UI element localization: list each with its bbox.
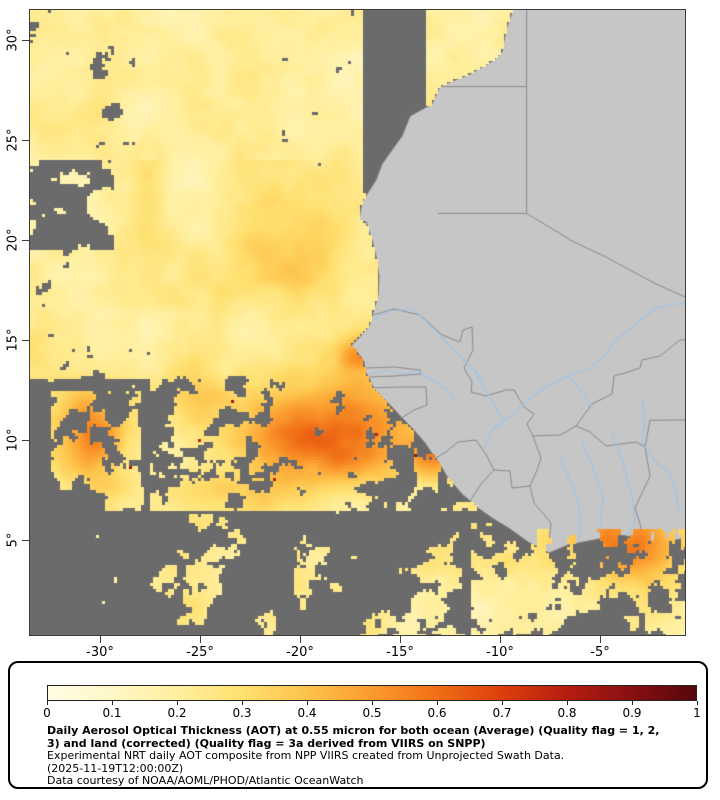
colorbar-tick-label: 0.6 xyxy=(427,706,447,720)
lon-tick xyxy=(300,636,301,643)
colorbar-tick xyxy=(372,701,373,705)
colorbar-tick xyxy=(567,701,568,705)
lon-tick xyxy=(200,636,201,643)
lat-tick xyxy=(22,440,29,441)
colorbar-tick-label: 0 xyxy=(43,706,51,720)
lat-tick-label: 5° xyxy=(5,532,21,548)
lon-tick-label: -10° xyxy=(486,645,514,660)
colorbar-tick xyxy=(112,701,113,705)
legend-line-courtesy: Data courtesy of NOAA/AOML/PHOD/Atlantic… xyxy=(47,774,364,787)
lat-tick xyxy=(22,40,29,41)
lon-tick xyxy=(100,636,101,643)
colorbar-tick-label: 0.9 xyxy=(622,706,642,720)
colorbar-tick xyxy=(437,701,438,705)
colorbar-tick-label: 0.4 xyxy=(297,706,317,720)
colorbar-tick xyxy=(632,701,633,705)
colorbar-tick xyxy=(242,701,243,705)
lat-tick-label: 20° xyxy=(5,228,21,252)
lon-tick-label: -25° xyxy=(186,645,214,660)
colorbar-tick xyxy=(177,701,178,705)
colorbar-tick-label: 1 xyxy=(693,706,701,720)
lon-tick-label: -5° xyxy=(590,645,610,660)
legend-line-experimental: Experimental NRT daily AOT composite fro… xyxy=(47,749,565,762)
lon-tick-label: -15° xyxy=(386,645,414,660)
colorbar-tick xyxy=(47,701,48,705)
lon-tick xyxy=(600,636,601,643)
lat-tick-label: 15° xyxy=(5,328,21,352)
lon-tick xyxy=(400,636,401,643)
lat-tick xyxy=(22,140,29,141)
lat-tick xyxy=(22,340,29,341)
colorbar-tick-label: 0.1 xyxy=(102,706,122,720)
lon-tick xyxy=(500,636,501,643)
legend-line-timestamp: (2025-11-19T12:00:00Z) xyxy=(47,761,184,775)
colorbar-tick xyxy=(307,701,308,705)
legend-title: Daily Aerosol Optical Thickness (AOT) at… xyxy=(47,724,660,750)
colorbar-tick-label: 0.5 xyxy=(362,706,382,720)
colorbar-tick-label: 0.3 xyxy=(232,706,252,720)
colorbar xyxy=(47,685,697,701)
legend-text: Daily Aerosol Optical Thickness (AOT) at… xyxy=(47,724,686,788)
colorbar-tick-label: 0.7 xyxy=(492,706,512,720)
map-frame xyxy=(29,9,686,636)
colorbar-tick xyxy=(697,701,698,705)
lon-tick-label: -30° xyxy=(86,645,114,660)
lat-tick xyxy=(22,240,29,241)
colorbar-tick xyxy=(502,701,503,705)
lat-tick-label: 30° xyxy=(5,28,21,52)
lat-tick-label: 25° xyxy=(5,128,21,152)
colorbar-tick-label: 0.8 xyxy=(557,706,577,720)
aot-map-canvas xyxy=(30,10,685,635)
colorbar-tick-label: 0.2 xyxy=(167,706,187,720)
legend-panel: 0 0.1 0.2 0.3 0.4 0.5 0.6 0.7 0.8 0.9 1 Daily Aero… xyxy=(8,661,708,789)
lat-tick xyxy=(22,540,29,541)
lat-tick-label: 10° xyxy=(5,428,21,452)
lon-tick-label: -20° xyxy=(286,645,314,660)
